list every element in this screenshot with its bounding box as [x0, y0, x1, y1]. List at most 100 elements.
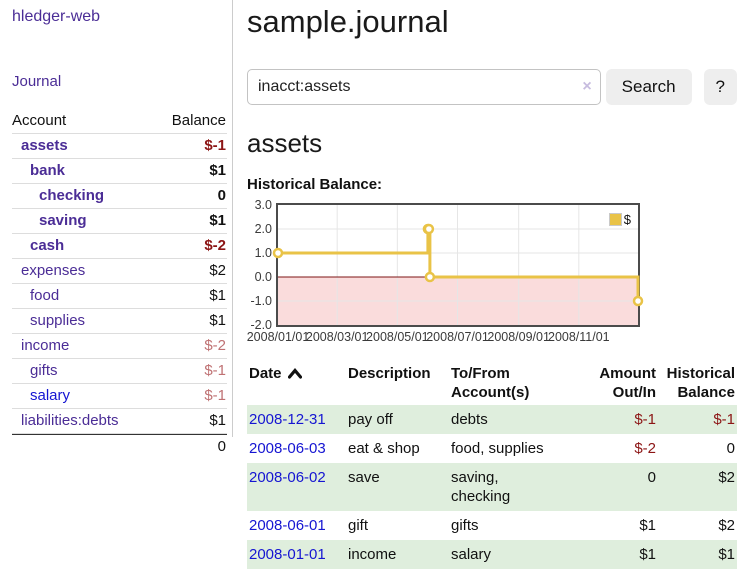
transaction-date-link[interactable]: 2008-06-02 — [249, 469, 326, 486]
account-balance: $-1 — [204, 362, 226, 379]
x-axis-tick-label: 2008/03/01 — [305, 330, 369, 344]
transaction-amount: $-1 — [634, 411, 656, 428]
register-row: 2008-01-01 income salary $1 $1 — [247, 540, 737, 569]
transaction-accounts: salary — [451, 546, 492, 563]
transaction-date-link[interactable]: 2008-12-31 — [249, 411, 326, 428]
transaction-date-link[interactable]: 2008-01-01 — [249, 546, 326, 563]
transaction-amount: 0 — [647, 469, 656, 486]
account-link-food[interactable]: food — [30, 287, 60, 304]
account-balance: $1 — [209, 212, 226, 229]
account-link-assets[interactable]: assets — [21, 137, 68, 154]
date-column-header: Date — [247, 363, 346, 405]
help-button[interactable]: ? — [703, 69, 737, 105]
register-row: 2008-06-03 eat & shop food, supplies $-2… — [247, 434, 737, 463]
x-axis-tick-label: 2008/05/01 — [366, 330, 429, 344]
transaction-amount: $1 — [639, 546, 656, 563]
account-row-cash: cash $-2 — [12, 234, 227, 259]
account-row-gifts: gifts $-1 — [12, 359, 227, 384]
y-axis-tick-label: 0.0 — [254, 270, 272, 284]
x-axis-tick-label: 2008/09/01 — [487, 330, 550, 344]
account-row-checking: checking 0 — [12, 184, 227, 209]
account-link-saving[interactable]: saving — [39, 212, 87, 229]
account-row-expenses: expenses $2 — [12, 259, 227, 284]
legend-color-swatch-icon — [608, 213, 622, 226]
account-link-gifts[interactable]: gifts — [30, 362, 58, 379]
account-row-food: food $1 — [12, 284, 227, 309]
accounts-total-row: 0 — [12, 434, 227, 459]
transaction-balance: $2 — [718, 469, 735, 486]
account-link-expenses[interactable]: expenses — [21, 262, 86, 279]
transaction-balance: $-1 — [713, 411, 735, 428]
app-title-link[interactable]: hledger-web — [12, 8, 101, 25]
account-row-assets: assets $-1 — [12, 134, 227, 159]
transaction-accounts: food, supplies — [451, 440, 544, 457]
search-button[interactable]: Search — [605, 69, 692, 105]
historical-balance-chart: 3.0 2.0 1.0 0.0 -1.0 -2.0 $ 2008/01/01 2008/03… — [247, 198, 737, 346]
account-link-liabilities-debts[interactable]: liabilities:debts — [21, 412, 119, 429]
chart-section-heading: Historical Balance: — [247, 176, 383, 193]
transaction-description: gift — [348, 517, 369, 534]
accounts-table-header: Account Balance — [12, 109, 227, 134]
register-row: 2008-06-02 save saving, checking 0 $2 — [247, 463, 737, 511]
amount-column-header: Amount Out/In — [599, 365, 656, 401]
transaction-accounts: debts — [451, 411, 488, 428]
chart-y-axis-labels: 3.0 2.0 1.0 0.0 -1.0 -2.0 — [247, 198, 272, 332]
account-balance: $-1 — [204, 387, 226, 404]
chart-x-axis-labels: 2008/01/01 2008/03/01 2008/05/01 2008/07/01… — [247, 330, 638, 346]
register-row: 2008-06-01 gift gifts $1 $2 — [247, 511, 737, 540]
transaction-date-link[interactable]: 2008-06-03 — [249, 440, 326, 457]
account-balance: $2 — [209, 262, 226, 279]
transaction-description: income — [348, 546, 397, 563]
legend-label: $ — [623, 212, 631, 227]
account-balance: $-2 — [204, 237, 226, 254]
y-axis-tick-label: 1.0 — [254, 246, 272, 260]
account-link-income[interactable]: income — [21, 337, 70, 354]
transaction-amount: $-2 — [634, 440, 656, 457]
y-axis-tick-label: -1.0 — [250, 294, 272, 308]
accounts-column-header: To/From Account(s) — [451, 365, 530, 401]
page-title: sample.journal — [247, 4, 449, 39]
account-balance: $1 — [209, 162, 226, 179]
account-row-saving: saving $1 — [12, 209, 227, 234]
x-axis-tick-label: 2008/11/01 — [547, 330, 610, 344]
search-form: × Search ? — [247, 69, 737, 105]
chart-plot-svg — [272, 205, 644, 325]
register-header-row: Date Description To/From Account(s) Amou… — [247, 363, 737, 405]
account-row-income: income $-2 — [12, 334, 227, 359]
transaction-balance: $2 — [718, 517, 735, 534]
accounts-table: Account Balance assets $-1 bank $1 check… — [12, 109, 227, 459]
transaction-date-link[interactable]: 2008-06-01 — [249, 517, 326, 534]
account-link-bank[interactable]: bank — [30, 162, 66, 179]
y-axis-tick-label: -2.0 — [250, 318, 272, 332]
accounts-total-value: 0 — [217, 438, 226, 455]
transaction-balance: 0 — [726, 440, 735, 457]
y-axis-tick-label: 2.0 — [254, 222, 272, 236]
transaction-description: save — [348, 469, 380, 486]
x-axis-tick-label: 2008/01/01 — [246, 330, 310, 344]
description-column-header: Description — [348, 365, 431, 382]
account-link-cash[interactable]: cash — [30, 237, 65, 254]
account-balance: $1 — [209, 412, 226, 429]
account-link-supplies[interactable]: supplies — [30, 312, 86, 329]
sidebar-item-journal[interactable]: Journal — [12, 73, 62, 90]
transaction-description: pay off — [348, 411, 393, 428]
account-column-header: Account — [12, 112, 67, 129]
account-balance: 0 — [217, 187, 226, 204]
account-link-salary[interactable]: salary — [30, 387, 71, 404]
transaction-amount: $1 — [639, 517, 656, 534]
balance-column-header: Historical Balance — [666, 365, 735, 401]
account-link-checking[interactable]: checking — [39, 187, 105, 204]
transaction-balance: $1 — [718, 546, 735, 563]
account-row-bank: bank $1 — [12, 159, 227, 184]
account-balance: $1 — [209, 287, 226, 304]
x-axis-tick-label: 2008/07/01 — [426, 330, 489, 344]
chart-plot-area: $ — [272, 203, 644, 327]
account-row-salary: salary $-1 — [12, 384, 227, 409]
search-input[interactable] — [247, 69, 601, 105]
register-row: 2008-12-31 pay off debts $-1 $-1 — [247, 405, 737, 434]
account-row-supplies: supplies $1 — [12, 309, 227, 334]
account-balance: $1 — [209, 312, 226, 329]
balance-column-header: Balance — [171, 112, 226, 129]
clear-search-icon[interactable]: × — [582, 78, 592, 95]
account-balance: $-2 — [204, 337, 226, 354]
